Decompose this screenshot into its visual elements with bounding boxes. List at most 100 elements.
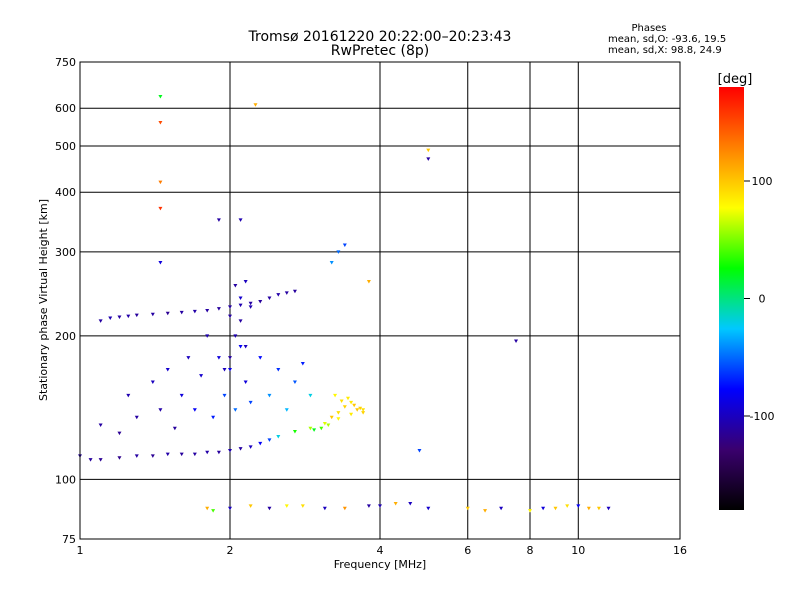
stats-line-o: mean, sd,O: -93.6, 19.5 [608,34,726,45]
echo-point [499,506,504,511]
echo-point [228,506,232,511]
echo-point [186,356,191,360]
colorbar-tick-label: 0 [759,293,766,306]
y-tick-label: 300 [55,246,76,259]
echo-point [576,504,581,508]
echo-point [179,310,184,315]
echo-point [342,506,347,511]
echo-point [339,399,344,404]
echo-point [465,506,470,511]
echo-point [243,344,248,349]
echo-point [248,400,253,405]
echo-point [98,319,103,323]
echo-point [165,311,170,316]
echo-point [336,250,341,254]
echo-point [243,279,248,284]
echo-point [238,447,243,451]
echo-point [258,300,263,304]
echo-point [276,367,281,372]
echo-point [134,313,139,318]
echo-point [336,417,341,421]
echo-point [312,428,317,432]
y-tick-label: 200 [55,330,76,343]
y-axis-label: Stationary phase Virtual Height [km] [37,199,50,401]
echo-point [126,393,131,398]
echo-point [216,307,221,311]
echo-point [606,506,611,511]
echo-point [308,393,313,398]
y-tick-label: 400 [55,186,76,199]
echo-point [228,367,232,372]
echo-point [329,260,334,265]
echo-point [134,415,139,420]
echo-point [238,319,243,323]
echo-point [342,405,347,409]
echo-point [345,396,350,401]
echo-point [150,454,155,458]
echo-point [514,339,519,344]
grid-lines [80,62,680,539]
echo-point [179,393,184,398]
echo-point [426,506,431,511]
y-tick-label: 600 [55,102,76,115]
echo-point [366,504,371,508]
echo-point [228,448,232,453]
echo-point [211,509,216,513]
echo-point [158,260,163,265]
echo-point [248,445,253,449]
echo-point [541,506,546,511]
echo-point [243,380,248,385]
echo-point [267,393,272,398]
echo-point [284,504,289,508]
echo-point [426,157,431,161]
echo-point [98,458,103,462]
echo-point [126,314,131,319]
echo-point [322,506,327,511]
echo-point [165,452,170,457]
echo-point [233,283,238,288]
echo-point [336,411,341,415]
echo-point [211,415,216,420]
echo-point [355,408,360,412]
echo-point [192,408,197,412]
echo-point [284,291,289,295]
echo-point [158,206,163,211]
echo-point [228,356,232,360]
y-tick-label: 750 [55,56,76,69]
echo-point [258,356,263,360]
echo-point [393,502,398,506]
echo-point [192,309,197,314]
echo-point [222,367,227,372]
echo-point [426,148,431,153]
echo-point [117,431,122,436]
echo-point [172,426,177,431]
echo-point [248,301,253,306]
colorbar-label: [deg] [718,72,753,87]
echo-point [284,408,289,412]
echo-point [158,121,163,125]
echo-point [417,448,422,453]
echo-point [233,334,238,338]
echo-point [267,506,272,511]
echo-point [565,504,570,508]
colorbar-tick-label: 100 [752,175,773,188]
echo-point [205,450,210,455]
echo-point [292,380,297,385]
colorbar [719,87,744,510]
echo-point [276,435,281,439]
echo-point [216,450,221,455]
y-tick-label: 75 [62,533,76,546]
x-tick-label: 8 [527,544,534,557]
echo-point [222,393,227,398]
echo-point [267,296,272,301]
echo-point [528,509,532,513]
echo-point [553,506,558,511]
echo-point [352,403,357,408]
echo-point [292,289,297,294]
echo-point [158,180,163,185]
echo-point [238,218,243,222]
echo-point [228,314,232,319]
echo-point [596,506,601,511]
plot-frame [79,61,681,540]
